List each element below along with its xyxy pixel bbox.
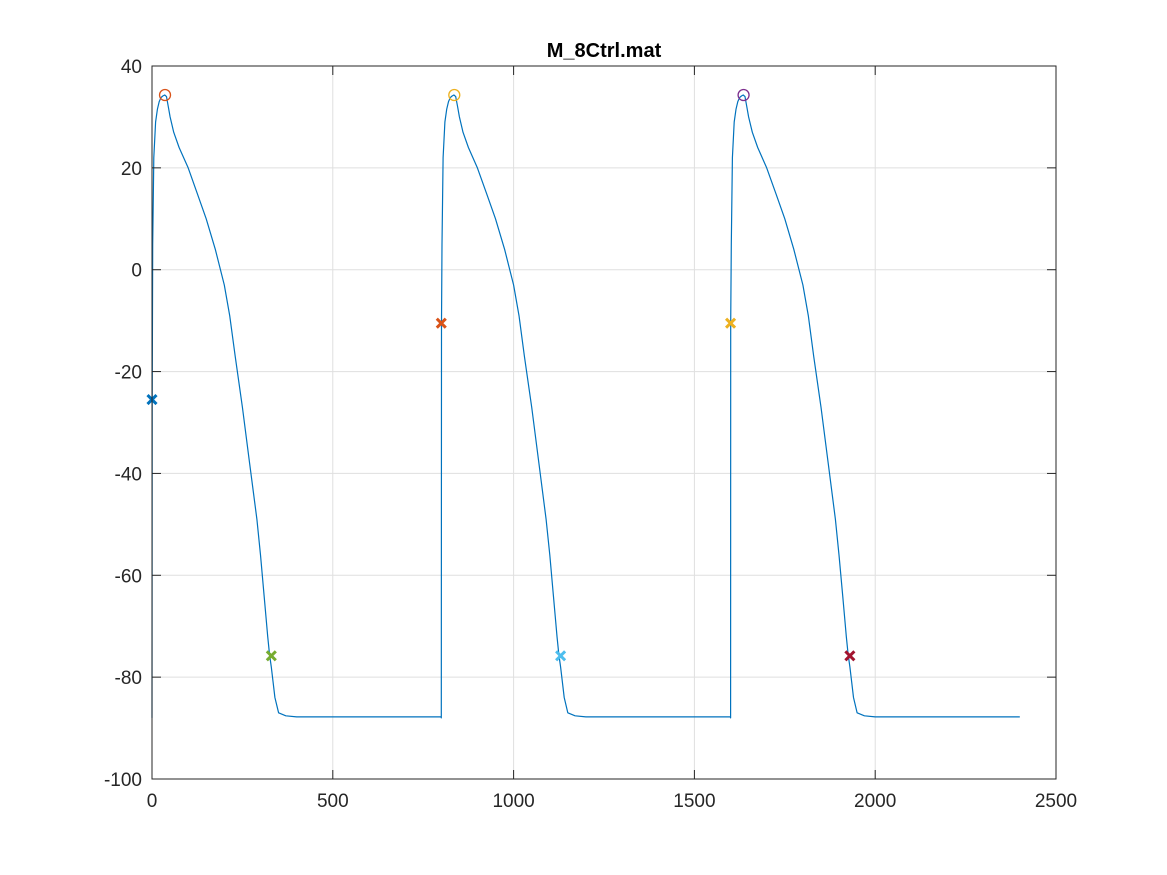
series-layer: [151, 94, 1020, 719]
peak-circle-marker: [448, 88, 461, 102]
x-tick-label: 1000: [492, 791, 534, 812]
series-line: [151, 94, 1020, 719]
y-tick-label: -100: [104, 770, 142, 791]
y-axis-tick-labels: -100 -80 -60 -40 -20 0 20 40: [104, 57, 142, 791]
cross-marker-stroke: [265, 650, 277, 662]
peak-circle-marker: [737, 88, 750, 102]
plot-area-border: [151, 65, 1057, 780]
marker-layer: [146, 88, 856, 662]
y-tick-label: -40: [115, 464, 142, 485]
y-tick-label: -80: [115, 668, 142, 689]
chart-title: M_8Ctrl.mat: [547, 40, 662, 62]
cross-marker-stroke: [724, 317, 737, 329]
y-tick-label: 0: [131, 261, 142, 282]
x-axis-tick-labels: 0 500 1000 1500 2000 2500: [147, 791, 1077, 812]
cross-marker-stroke: [844, 650, 856, 662]
y-tick-label: -60: [115, 566, 142, 587]
cross-marker: [265, 650, 277, 662]
x-tick-label: 1500: [673, 791, 715, 812]
y-tick-label: 20: [121, 159, 142, 180]
peak-circle-marker: [158, 88, 172, 102]
cross-marker: [844, 650, 856, 662]
y-tick-label: 40: [121, 57, 142, 78]
cross-marker: [724, 317, 737, 329]
x-tick-label: 0: [147, 791, 158, 812]
x-tick-label: 2500: [1035, 791, 1077, 812]
x-tick-label: 500: [317, 791, 349, 812]
y-tick-label: -20: [115, 363, 142, 384]
axis-ticks: [151, 65, 1057, 780]
cross-marker-stroke: [435, 317, 447, 329]
x-tick-label: 2000: [854, 791, 896, 812]
grid-lines: [152, 66, 1056, 779]
cross-marker: [435, 317, 447, 329]
cross-marker: [555, 650, 567, 662]
cross-marker-stroke: [555, 650, 567, 662]
plot-area-background: [152, 66, 1056, 779]
